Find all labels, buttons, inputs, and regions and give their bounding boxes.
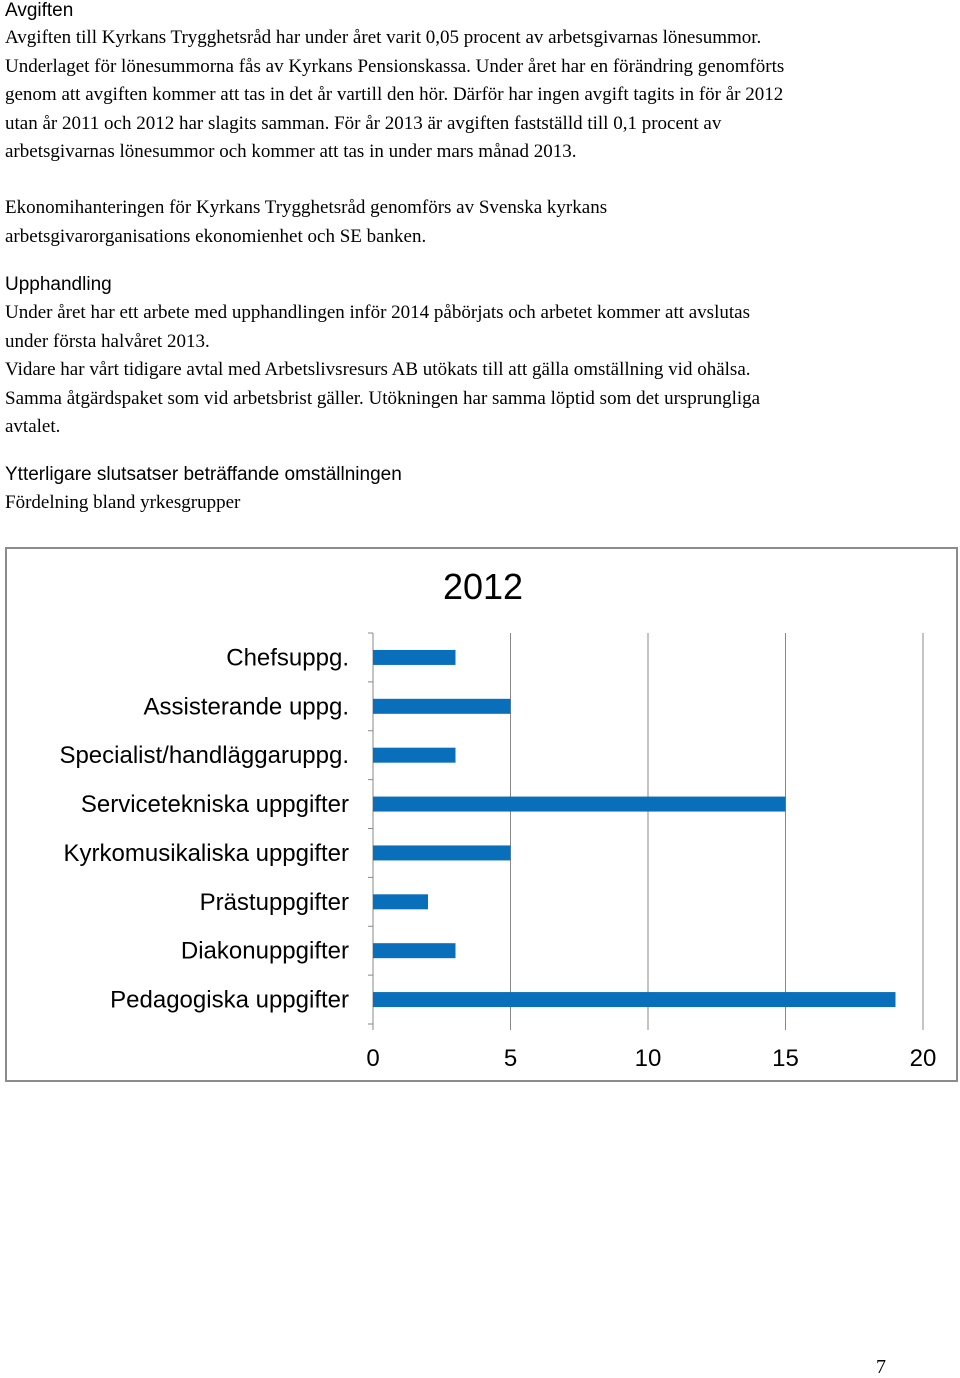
bar: [373, 796, 786, 812]
category-label: Servicetekniska uppgifter: [81, 791, 349, 818]
text-line: Ekonomihanteringen för Kyrkans Trygghets…: [5, 197, 608, 218]
bar: [373, 992, 896, 1008]
text-line: arbetsgivarorganisations ekonomienhet oc…: [5, 225, 427, 247]
category-label: Specialist/handläggaruppg.: [59, 742, 349, 769]
bar-chart: 2012 0 5 10 15 20 Chefsuppg. Assisterande uppg.…: [5, 547, 958, 1082]
bar: [373, 698, 511, 714]
text-line: Avgiften till Kyrkans Trygghetsråd har u…: [5, 27, 762, 48]
text-line: Fördelning bland yrkesgrupper: [5, 492, 241, 513]
paragraph-upphandling: Under året har ett arbete med upphandlin…: [5, 299, 760, 442]
bar: [373, 943, 456, 959]
text-line: arbetsgivarnas lönesummor och kommer att…: [5, 141, 577, 163]
text-line: Under året har ett arbete med upphandlin…: [5, 302, 750, 323]
section-heading-avgiften: Avgiften: [5, 0, 74, 21]
bar: [373, 894, 428, 910]
x-tick-label: 0: [366, 1045, 379, 1072]
x-tick-label: 20: [910, 1045, 937, 1072]
subheading-fordelning: Fördelning bland yrkesgrupper: [5, 489, 240, 518]
x-tick-label: 5: [504, 1045, 517, 1072]
category-label: Prästuppgifter: [200, 889, 349, 916]
text-line: avtalet.: [5, 416, 61, 438]
text-line: Vidare har vårt tidigare avtal med Arbet…: [5, 359, 751, 381]
category-label: Assisterande uppg.: [144, 693, 349, 720]
page-number: 7: [876, 1356, 886, 1378]
x-tick-label: 10: [635, 1045, 662, 1072]
chart-canvas: 2012 0 5 10 15 20 Chefsuppg. Assisterande uppg.…: [59, 566, 937, 1072]
category-label: Chefsuppg.: [226, 644, 349, 671]
paragraph-avgiften: Avgiften till Kyrkans Trygghetsråd har u…: [5, 24, 784, 167]
category-label: Diakonuppgifter: [181, 938, 349, 965]
text-line: genom att avgiften kommer att tas in det…: [5, 84, 784, 106]
bar: [373, 747, 456, 763]
category-label: Kyrkomusikaliska uppgifter: [64, 840, 349, 867]
text-line: utan år 2011 och 2012 har slagits samman…: [5, 112, 722, 134]
chart-title: 2012: [443, 566, 523, 607]
category-label: Pedagogiska uppgifter: [110, 987, 349, 1014]
text-line: Samma åtgärdspaket som vid arbetsbrist g…: [5, 387, 761, 409]
paragraph-ekonomihantering: Ekonomihanteringen för Kyrkans Trygghets…: [5, 194, 607, 251]
text-line: under första halvåret 2013.: [5, 330, 210, 352]
bar: [373, 845, 511, 861]
x-tick-label: 15: [772, 1045, 799, 1072]
text-line: Underlaget för lönesummorna fås av Kyrka…: [5, 55, 785, 77]
bar: [373, 649, 456, 665]
section-heading-slutsatser: Ytterligare slutsatser beträffande omstä…: [5, 464, 402, 485]
section-heading-upphandling: Upphandling: [5, 274, 112, 295]
